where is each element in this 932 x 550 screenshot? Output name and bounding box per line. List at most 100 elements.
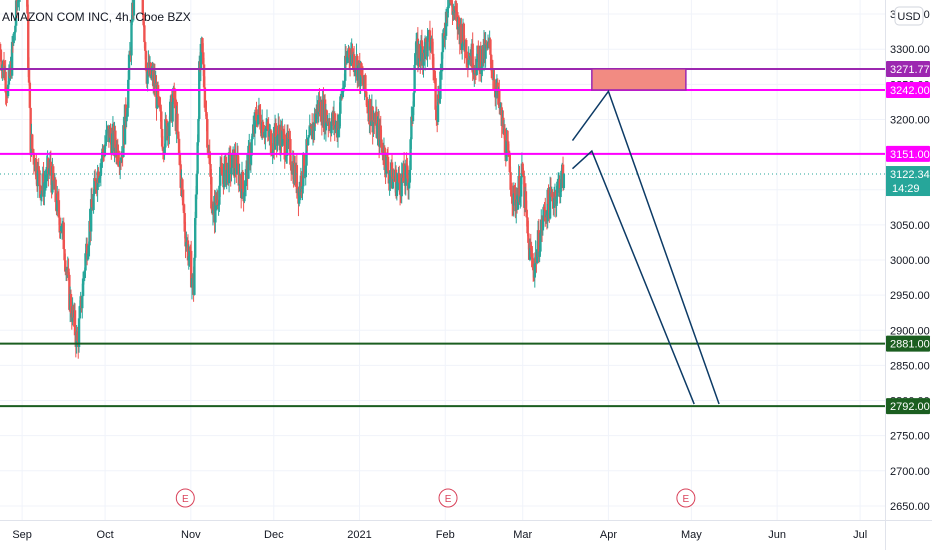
candle <box>446 0 449 27</box>
earnings-label: E <box>445 494 452 505</box>
earnings-marker[interactable]: E <box>175 488 195 508</box>
candle <box>4 59 7 105</box>
candle <box>450 0 453 8</box>
candle <box>404 159 407 196</box>
candle <box>84 250 87 278</box>
candle <box>443 22 446 48</box>
candle <box>256 114 260 127</box>
projection-line[interactable] <box>571 149 695 405</box>
candle <box>526 216 529 237</box>
candle <box>465 38 468 68</box>
candle <box>544 197 547 227</box>
candle <box>364 73 367 96</box>
time-axis[interactable]: Sep Oct Nov Dec 2021 Feb Mar Apr May Jun Jul <box>12 529 867 541</box>
level-price-label: 3151.00 <box>890 149 930 161</box>
level-price-label: 2792.00 <box>890 401 930 413</box>
candle <box>26 0 29 14</box>
candle <box>179 160 182 197</box>
candle <box>447 5 450 13</box>
candle <box>448 0 451 9</box>
y-tick-label: 2750.00 <box>890 431 930 443</box>
candle <box>521 162 524 177</box>
candle <box>58 215 61 239</box>
candle <box>325 109 328 124</box>
candle <box>556 178 559 204</box>
candle <box>285 124 289 164</box>
candle <box>286 124 290 150</box>
x-tick-label: Apr <box>600 529 617 541</box>
candle <box>225 169 228 190</box>
price-tags: 3271.77 3242.00 3151.00 2881.00 2792.00 3122.… <box>886 61 930 415</box>
y-tick-label: 2700.00 <box>890 466 930 478</box>
candle <box>216 190 219 210</box>
candle <box>203 76 207 111</box>
candle <box>428 20 432 60</box>
x-tick-label: Feb <box>436 529 455 541</box>
candle <box>508 151 511 173</box>
candle <box>197 116 200 146</box>
candle <box>56 185 59 217</box>
candle <box>156 81 160 106</box>
candle <box>491 59 495 91</box>
y-tick-label: 2650.00 <box>890 501 930 513</box>
earnings-marker[interactable]: E <box>438 488 458 508</box>
candle <box>289 155 293 181</box>
candle <box>142 11 145 28</box>
candle <box>28 80 32 109</box>
level-price-tag: 3271.77 <box>886 61 930 78</box>
candle <box>402 152 406 182</box>
candle <box>548 176 552 220</box>
candle <box>106 127 109 136</box>
candle <box>389 175 392 191</box>
candle <box>161 136 165 160</box>
level-price-tag: 2792.00 <box>886 398 930 415</box>
candle <box>276 134 279 152</box>
candle <box>237 156 240 193</box>
candle <box>132 0 136 21</box>
candle <box>124 97 128 129</box>
currency-button[interactable]: USD <box>894 6 924 26</box>
candle <box>519 194 522 209</box>
x-tick-label: Nov <box>181 529 201 541</box>
candle <box>244 165 248 197</box>
candle <box>300 171 303 198</box>
bar-countdown-label: 14:29 <box>892 183 920 195</box>
candle <box>27 57 31 86</box>
candle <box>17 0 20 3</box>
earnings-marker[interactable]: E <box>676 488 696 508</box>
candle <box>308 114 311 136</box>
horizontal-levels-layer <box>0 68 885 408</box>
candle <box>418 43 421 68</box>
projection-line[interactable] <box>571 89 720 405</box>
candle <box>354 68 357 83</box>
candle <box>16 0 19 11</box>
candle <box>158 96 161 109</box>
candle <box>210 169 213 211</box>
candle <box>219 156 222 198</box>
earnings-label: E <box>683 494 690 505</box>
candle <box>62 217 65 250</box>
candle <box>199 37 203 82</box>
candle <box>261 119 265 139</box>
candle <box>253 109 257 146</box>
candle <box>519 172 523 207</box>
earnings-label: E <box>182 494 189 505</box>
level-price-tag: 3242.00 <box>886 81 930 98</box>
candle <box>121 156 124 167</box>
level-price-tag: 3151.00 <box>886 145 930 162</box>
candle <box>560 168 563 193</box>
candle <box>431 41 435 81</box>
candle <box>386 146 390 175</box>
candle <box>268 123 271 146</box>
y-tick-label: 3050.00 <box>890 220 930 232</box>
x-tick-label: Oct <box>97 529 114 541</box>
candle <box>69 289 73 318</box>
candle <box>93 170 96 196</box>
candle <box>345 51 349 65</box>
candle <box>516 194 520 210</box>
resistance-zone-box[interactable] <box>591 68 687 91</box>
candle <box>214 192 218 206</box>
